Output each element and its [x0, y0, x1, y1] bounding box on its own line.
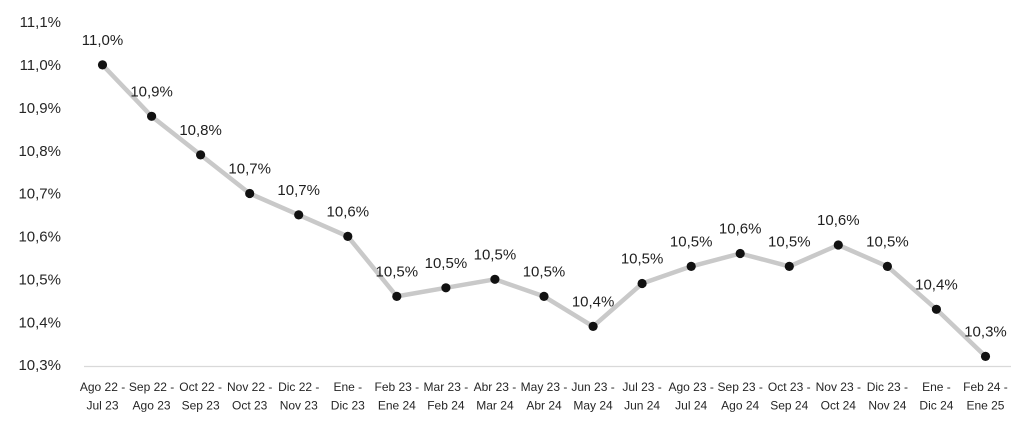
data-label: 11,0%: [82, 32, 123, 49]
x-axis-tick: Dic 23 -Nov 24: [867, 380, 908, 413]
data-point-marker: [637, 278, 647, 289]
x-axis-tick: Ene -Dic 24: [919, 380, 953, 413]
data-point-marker: [539, 291, 549, 301]
data-label: 10,5%: [474, 246, 517, 263]
data-label: 10,5%: [523, 263, 566, 280]
data-point-marker: [931, 304, 942, 314]
y-axis-tick: 10,5%: [18, 271, 61, 288]
data-label: 10,5%: [670, 233, 713, 250]
x-axis-tick: Feb 23 -Ene 24: [374, 380, 419, 413]
series-line: [100, 62, 988, 359]
data-label: 10,4%: [915, 276, 958, 293]
data-label: 10,4%: [572, 293, 615, 310]
x-axis-tick: Oct 22 -Sep 23: [179, 380, 222, 413]
y-axis-tick: 10,7%: [18, 186, 61, 203]
y-axis-tick: 11,1%: [20, 14, 61, 31]
data-label: 10,9%: [130, 83, 173, 100]
x-axis-tick: Nov 22 -Oct 23: [227, 380, 272, 413]
data-point-marker: [97, 60, 108, 70]
data-point-marker: [784, 261, 794, 271]
y-axis-tick: 11,0%: [20, 57, 61, 74]
x-axis-tick: Jun 23 -May 24: [571, 380, 614, 413]
data-point-marker: [490, 274, 500, 284]
data-point-marker: [588, 321, 598, 331]
x-axis-tick: Nov 23 -Oct 24: [816, 380, 861, 413]
y-axis-tick: 10,8%: [18, 143, 61, 160]
data-point-marker: [343, 231, 353, 241]
y-axis-tick: 10,9%: [18, 100, 61, 117]
x-axis-tick: Ene -Dic 23: [331, 380, 365, 413]
x-axis-tick: May 23 -Abr 24: [521, 380, 568, 413]
data-label: 10,7%: [228, 161, 271, 178]
x-axis-tick: Sep 23 -Ago 24: [718, 380, 763, 413]
x-axis-tick: Jul 23 -Jun 24: [622, 380, 661, 413]
x-axis-tick: Ago 22 -Jul 23: [80, 380, 125, 413]
data-point-marker: [147, 111, 157, 121]
x-axis-tick: Feb 24 -Ene 25: [963, 380, 1008, 413]
data-label: 10,5%: [768, 233, 811, 250]
data-label: 10,3%: [964, 323, 1007, 340]
data-label: 10,8%: [179, 122, 222, 139]
data-point-marker: [196, 150, 206, 160]
x-axis-tick: Ago 23 -Jul 24: [668, 380, 713, 413]
y-axis-tick: 10,3%: [18, 357, 61, 374]
data-point-marker: [686, 261, 696, 271]
data-point-marker: [294, 210, 304, 220]
data-point-marker: [882, 261, 893, 271]
x-axis-tick: Oct 23 -Sep 24: [768, 380, 811, 413]
data-label: 10,6%: [719, 221, 762, 238]
data-point-marker: [392, 291, 402, 301]
data-point-marker: [441, 283, 451, 293]
y-axis-tick: 10,6%: [18, 229, 61, 246]
data-point-marker: [833, 240, 843, 250]
data-label: 10,5%: [425, 255, 468, 272]
x-axis-tick: Dic 22 -Nov 23: [278, 380, 319, 413]
data-label: 10,7%: [277, 182, 320, 199]
y-axis-tick: 10,4%: [18, 314, 61, 331]
x-axis-tick: Abr 23 -Mar 24: [474, 380, 517, 413]
data-label: 10,6%: [817, 212, 860, 229]
data-point-marker: [980, 351, 991, 361]
data-point-marker: [245, 188, 255, 199]
data-label: 10,5%: [866, 233, 909, 250]
x-axis-tick: Sep 22 -Ago 23: [129, 380, 174, 413]
x-axis-tick: Mar 23 -Feb 24: [424, 380, 469, 413]
data-label: 10,5%: [621, 251, 664, 268]
data-label: 10,5%: [376, 263, 419, 280]
data-label: 10,6%: [327, 203, 370, 220]
data-point-marker: [735, 248, 745, 259]
